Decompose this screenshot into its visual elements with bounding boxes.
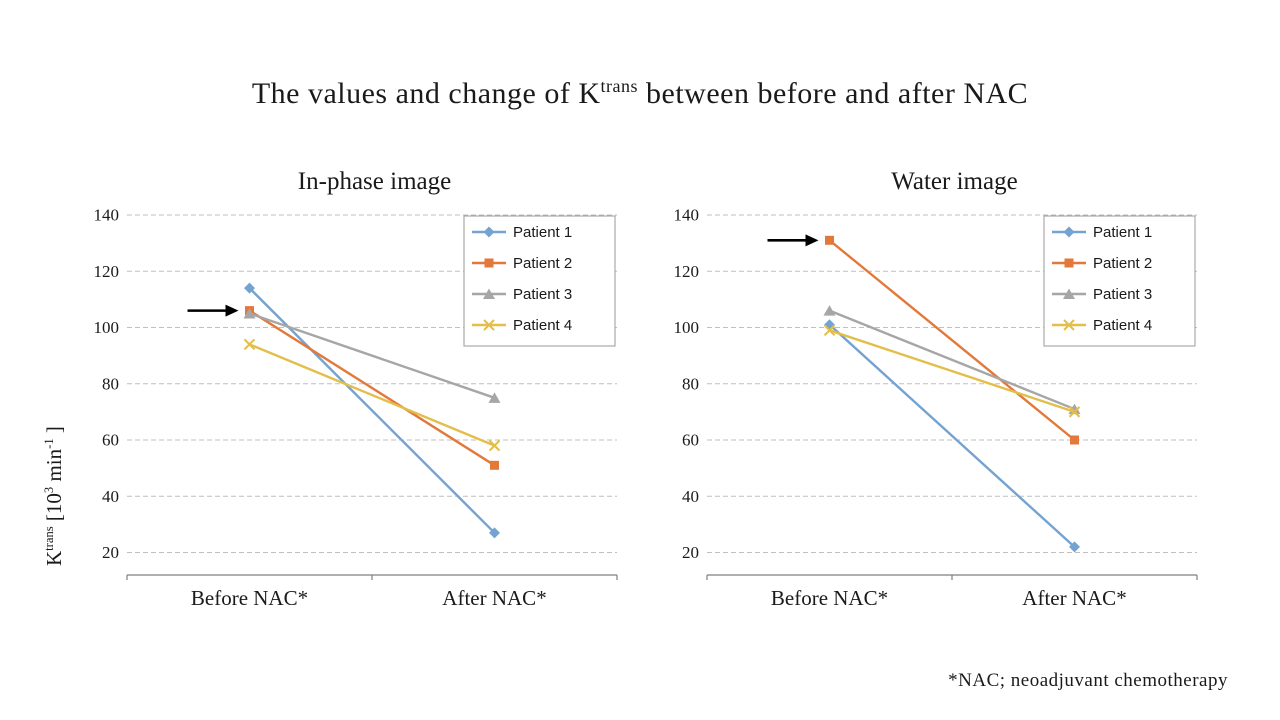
y-tick-label: 60 [102, 431, 119, 450]
marker-square [490, 460, 499, 470]
y-axis-label: Ktrans [103 min-1 ] [42, 426, 66, 566]
chart-title-water: Water image [891, 168, 1018, 195]
legend-item-label: Patient 1 [513, 224, 572, 241]
marker-x [1068, 406, 1081, 418]
marker-triangle [483, 288, 495, 299]
y-tick-label: 40 [682, 487, 699, 506]
legend-item-label: Patient 4 [513, 317, 572, 334]
marker-triangle [488, 392, 501, 403]
x-category-label: Before NAC* [771, 586, 888, 610]
y-tick-label: 140 [94, 206, 120, 225]
marker-triangle [1063, 288, 1075, 299]
marker-triangle [823, 305, 836, 316]
series-line-patient-3 [248, 312, 496, 400]
y-tick-label: 20 [102, 543, 119, 562]
y-tick-label: 60 [682, 431, 699, 450]
marker-triangle [243, 307, 256, 319]
series-line-patient-3 [828, 309, 1076, 411]
footnote: *NAC; neoadjuvant chemotherapy [948, 670, 1228, 691]
legend-item-label: Patient 3 [1093, 286, 1152, 303]
x-category-label: After NAC* [1022, 586, 1126, 610]
page-title-superscript: trans [600, 76, 639, 96]
y-tick-label: 80 [682, 374, 699, 393]
page-title-text-2: between before and after NAC [638, 77, 1029, 110]
x-category-label: After NAC* [442, 586, 546, 610]
y-tick-label: 120 [674, 262, 700, 281]
chart-water-plot: 20 40 60 80 100 120 140 Before NAC* After NAC* Pa… [674, 206, 1198, 610]
marker-diamond [1069, 541, 1080, 553]
marker-square [1064, 258, 1074, 268]
series-line-patient-2 [828, 239, 1076, 442]
marker-diamond [1063, 226, 1075, 238]
marker-square [1070, 435, 1079, 445]
chart-title-inphase: In-phase image [297, 168, 452, 195]
page-title: The values and change of Ktrans between … [0, 76, 1280, 111]
page-title-text: The values and change of K [251, 77, 601, 110]
marker-x [488, 439, 501, 452]
legend: Patient 1 Patient 2 Patient 3 Patient 4 [463, 215, 616, 347]
marker-x [243, 338, 256, 351]
legend-item-label: Patient 4 [1093, 317, 1152, 334]
marker-x [483, 319, 495, 331]
legend-item-label: Patient 1 [1093, 224, 1152, 241]
legend: Patient 1 Patient 2 Patient 3 Patient 4 [1043, 215, 1196, 347]
y-tick-label: 80 [102, 374, 119, 393]
x-category-label: Before NAC* [191, 586, 308, 610]
marker-square [825, 235, 834, 245]
series-line-patient-2 [248, 309, 496, 467]
legend-item-label: Patient 2 [513, 255, 572, 272]
y-tick-label: 140 [674, 206, 700, 225]
marker-diamond [483, 226, 495, 238]
series-line-patient-4 [828, 329, 1076, 414]
marker-x [823, 324, 836, 337]
y-tick-label: 100 [674, 318, 700, 337]
y-tick-label: 120 [94, 262, 120, 281]
legend-item-label: Patient 3 [513, 286, 572, 303]
chart-water: Water image 20 40 60 80 100 120 140 Before NAC*… [652, 168, 1217, 668]
legend-item-label: Patient 2 [1093, 255, 1152, 272]
y-tick-label: 100 [94, 318, 120, 337]
marker-x [1063, 319, 1075, 331]
marker-diamond [244, 282, 255, 294]
chart-inphase: In-phase image 20 40 60 80 100 120 140 Before N… [72, 168, 637, 668]
marker-diamond [489, 527, 500, 539]
chart-inphase-plot: 20 40 60 80 100 120 140 Before NAC* After NAC* Pa… [94, 206, 618, 610]
series-line-patient-4 [248, 343, 496, 447]
series-line-patient-1 [828, 323, 1076, 549]
annotation-arrow-head [225, 304, 239, 317]
marker-square [484, 258, 494, 268]
y-tick-label: 20 [682, 543, 699, 562]
y-tick-label: 40 [102, 487, 119, 506]
series-line-patient-1 [248, 286, 496, 535]
annotation-arrow-head [805, 234, 819, 247]
